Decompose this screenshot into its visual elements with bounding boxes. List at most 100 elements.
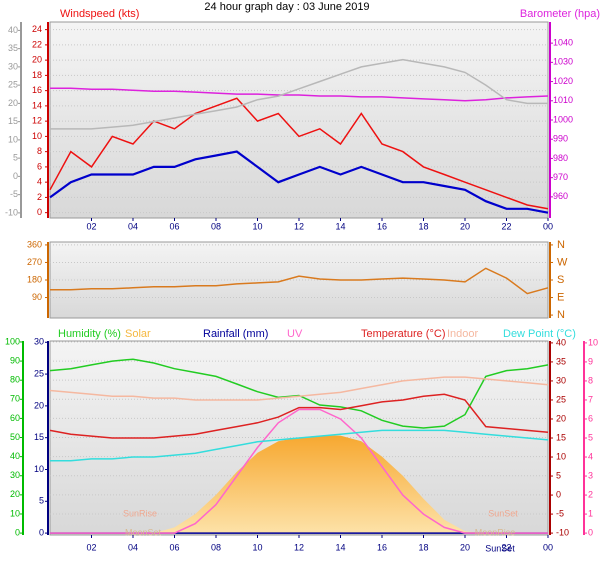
y-tick-label: 40	[8, 25, 18, 35]
y-tick-label: 6	[37, 161, 42, 171]
y-tick-label: 40	[10, 451, 20, 461]
y-tick-label: 5	[556, 470, 561, 480]
y-tick-label: 10	[10, 508, 20, 518]
y-tick-label: 990	[553, 134, 568, 144]
y-tick-label: 22	[32, 39, 42, 49]
legend-entry: UV	[287, 328, 303, 340]
legend-entry: Humidity (%)	[58, 328, 121, 340]
x-tick-label: 08	[211, 221, 221, 231]
y-tick-label: 15	[34, 432, 44, 442]
y-tick-label: 4	[588, 451, 593, 461]
y-tick-label: N	[557, 309, 565, 321]
y-tick-label: 0	[556, 489, 561, 499]
y-tick-label: 10	[8, 134, 18, 144]
annotation: SunRise	[123, 508, 157, 518]
y-tick-label: 30	[8, 61, 18, 71]
y-tick-label: 1000	[553, 114, 573, 124]
solar-area	[50, 435, 548, 534]
x-tick-label: 12	[294, 542, 304, 552]
y-tick-label: 30	[556, 375, 566, 385]
y-tick-label: E	[557, 291, 564, 303]
y-tick-label: 960	[553, 191, 568, 201]
y-tick-label: 980	[553, 153, 568, 163]
y-tick-label: 2	[37, 192, 42, 202]
series-line	[50, 429, 549, 462]
annotation: SunSet	[485, 543, 515, 553]
x-tick-label: 08	[211, 542, 221, 552]
x-tick-label: 00	[543, 542, 553, 552]
plot-background	[49, 21, 549, 219]
y-tick-label: 15	[8, 116, 18, 126]
series-line	[50, 267, 549, 295]
y-tick-label: 0	[588, 527, 593, 537]
y-tick-label: 2	[588, 489, 593, 499]
y-tick-label: 90	[32, 292, 42, 302]
y-tick-label: 35	[556, 356, 566, 366]
legend-entry: Rainfall (mm)	[203, 328, 268, 340]
y-tick-label: 8	[37, 146, 42, 156]
y-tick-label: 270	[27, 257, 42, 267]
series-line	[50, 408, 548, 534]
x-tick-label: 22	[501, 221, 511, 231]
y-tick-label: 360	[27, 239, 42, 249]
y-tick-label: 180	[27, 274, 42, 284]
y-tick-label: 30	[10, 470, 20, 480]
x-tick-label: 12	[294, 221, 304, 231]
y-tick-label: 9	[588, 356, 593, 366]
x-tick-label: 14	[335, 221, 345, 231]
y-tick-label: 5	[39, 496, 44, 506]
chart-title: 24 hour graph day : 03 June 2019	[204, 1, 369, 13]
y-tick-label: 14	[32, 100, 42, 110]
y-tick-label: 30	[34, 337, 44, 347]
x-tick-label: 06	[169, 542, 179, 552]
legend-entry: Windspeed (kts)	[60, 8, 139, 20]
x-tick-label: 18	[418, 542, 428, 552]
series-line	[49, 150, 549, 214]
y-tick-label: 12	[32, 116, 42, 126]
plot-background	[49, 241, 549, 319]
y-tick-label: 0	[13, 171, 18, 181]
y-tick-label: 10	[556, 451, 566, 461]
y-tick-label: 0	[39, 527, 44, 537]
series-line	[50, 58, 548, 130]
x-tick-label: 02	[86, 542, 96, 552]
y-tick-label: 1020	[553, 76, 573, 86]
y-tick-label: 3	[588, 470, 593, 480]
y-tick-label: 15	[556, 432, 566, 442]
x-tick-label: 14	[335, 542, 345, 552]
y-tick-label: 60	[10, 413, 20, 423]
y-tick-label: S	[557, 274, 564, 286]
legend-entry: Temperature (°C)	[361, 328, 445, 340]
y-tick-label: 70	[10, 394, 20, 404]
y-tick-label: 7	[588, 394, 593, 404]
y-tick-label: W	[557, 256, 568, 268]
x-tick-label: 20	[460, 221, 470, 231]
y-tick-label: 1010	[553, 95, 573, 105]
y-tick-label: 80	[10, 375, 20, 385]
y-tick-label: 20	[34, 400, 44, 410]
y-tick-label: 25	[34, 368, 44, 378]
x-tick-label: 20	[460, 542, 470, 552]
y-tick-label: 10	[588, 337, 598, 347]
legend-entry: Solar	[125, 328, 151, 340]
x-tick-label: 06	[169, 221, 179, 231]
x-tick-label: 16	[377, 221, 387, 231]
y-tick-label: 90	[10, 355, 20, 365]
legend-entry: Dew Point (°C)	[503, 328, 576, 340]
series-line	[49, 97, 549, 210]
legend-entry: Barometer (hpa)	[520, 8, 600, 20]
y-tick-label: -5	[10, 189, 18, 199]
x-tick-label: 04	[128, 542, 138, 552]
y-tick-label: 5	[13, 153, 18, 163]
y-tick-label: -5	[556, 508, 564, 518]
y-tick-label: 0	[37, 207, 42, 217]
y-tick-label: 16	[32, 85, 42, 95]
y-tick-label: 6	[588, 413, 593, 423]
y-tick-label: 5	[588, 432, 593, 442]
y-tick-label: 1030	[553, 57, 573, 67]
y-tick-label: 25	[556, 394, 566, 404]
y-tick-label: 1040	[553, 38, 573, 48]
y-tick-label: 20	[32, 55, 42, 65]
